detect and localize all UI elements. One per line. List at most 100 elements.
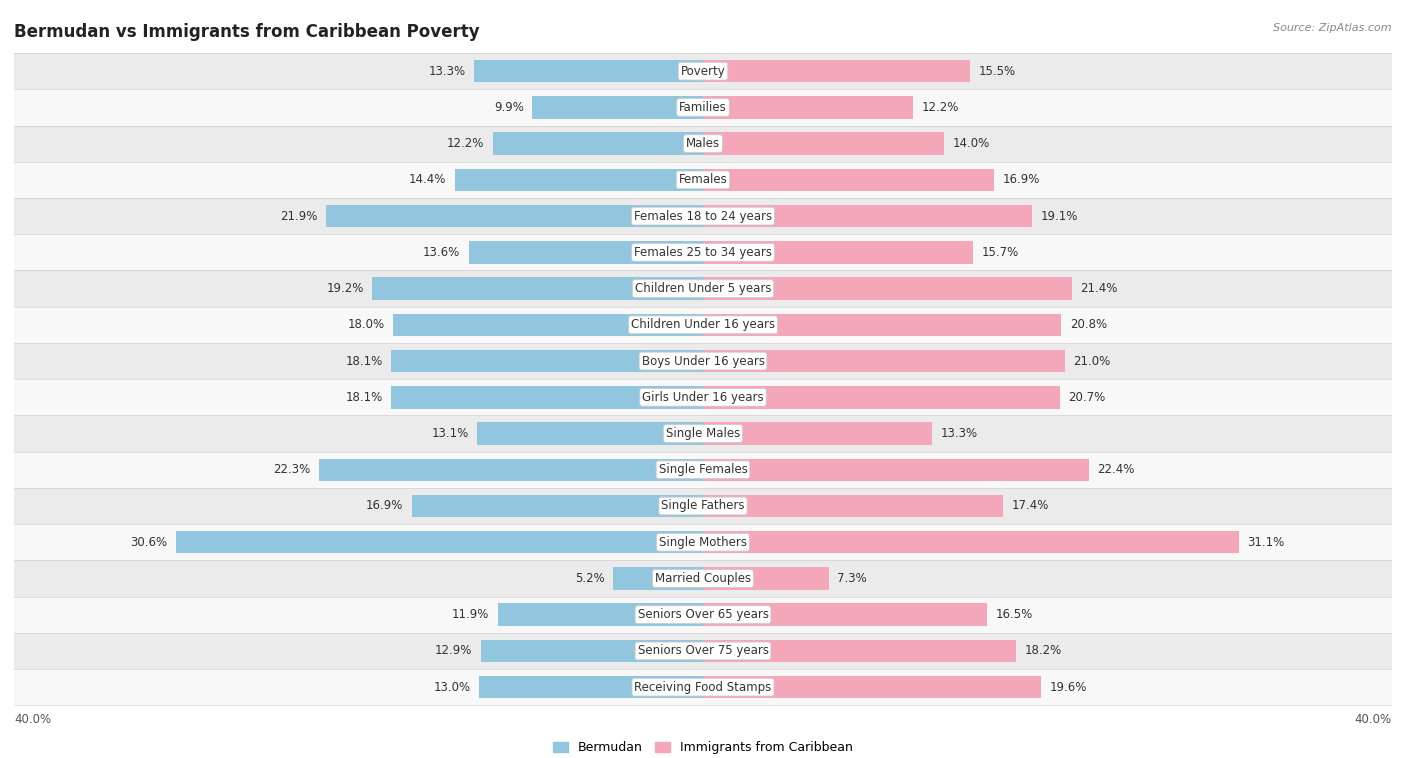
Text: 22.4%: 22.4% bbox=[1098, 463, 1135, 476]
Bar bbox=[533, 96, 703, 119]
Bar bbox=[456, 168, 703, 191]
Text: 9.9%: 9.9% bbox=[494, 101, 524, 114]
Text: Families: Families bbox=[679, 101, 727, 114]
Bar bbox=[14, 307, 1392, 343]
Bar bbox=[391, 386, 703, 409]
Bar bbox=[478, 422, 703, 445]
Text: Males: Males bbox=[686, 137, 720, 150]
Bar bbox=[703, 422, 932, 445]
Text: Children Under 5 years: Children Under 5 years bbox=[634, 282, 772, 295]
Bar bbox=[14, 89, 1392, 126]
Bar bbox=[14, 161, 1392, 198]
Text: 20.7%: 20.7% bbox=[1069, 391, 1105, 404]
Text: Females 25 to 34 years: Females 25 to 34 years bbox=[634, 246, 772, 258]
Bar bbox=[703, 96, 912, 119]
Text: 18.2%: 18.2% bbox=[1025, 644, 1063, 657]
Text: Poverty: Poverty bbox=[681, 64, 725, 77]
Bar bbox=[703, 495, 1002, 517]
Text: Single Females: Single Females bbox=[658, 463, 748, 476]
Text: 13.3%: 13.3% bbox=[429, 64, 465, 77]
Text: Females: Females bbox=[679, 174, 727, 186]
Text: Single Mothers: Single Mothers bbox=[659, 536, 747, 549]
Bar bbox=[14, 271, 1392, 307]
Bar bbox=[14, 234, 1392, 271]
Bar bbox=[391, 350, 703, 372]
Text: Source: ZipAtlas.com: Source: ZipAtlas.com bbox=[1274, 23, 1392, 33]
Bar bbox=[703, 168, 994, 191]
Bar bbox=[703, 133, 945, 155]
Text: 16.9%: 16.9% bbox=[1002, 174, 1040, 186]
Bar bbox=[481, 640, 703, 662]
Bar bbox=[14, 198, 1392, 234]
Text: 15.5%: 15.5% bbox=[979, 64, 1015, 77]
Bar bbox=[703, 60, 970, 83]
Text: 16.9%: 16.9% bbox=[366, 500, 404, 512]
Text: 21.9%: 21.9% bbox=[280, 210, 318, 223]
Legend: Bermudan, Immigrants from Caribbean: Bermudan, Immigrants from Caribbean bbox=[548, 736, 858, 758]
Text: 13.6%: 13.6% bbox=[423, 246, 460, 258]
Text: 20.8%: 20.8% bbox=[1070, 318, 1107, 331]
Text: 13.3%: 13.3% bbox=[941, 427, 977, 440]
Bar bbox=[319, 459, 703, 481]
Bar bbox=[14, 126, 1392, 161]
Text: 17.4%: 17.4% bbox=[1011, 500, 1049, 512]
Bar bbox=[703, 277, 1071, 300]
Text: 40.0%: 40.0% bbox=[14, 713, 51, 726]
Text: Single Males: Single Males bbox=[666, 427, 740, 440]
Bar bbox=[14, 633, 1392, 669]
Bar bbox=[412, 495, 703, 517]
Text: Children Under 16 years: Children Under 16 years bbox=[631, 318, 775, 331]
Text: 5.2%: 5.2% bbox=[575, 572, 605, 585]
Text: Boys Under 16 years: Boys Under 16 years bbox=[641, 355, 765, 368]
Bar bbox=[326, 205, 703, 227]
Text: Receiving Food Stamps: Receiving Food Stamps bbox=[634, 681, 772, 694]
Bar bbox=[498, 603, 703, 626]
Bar bbox=[703, 531, 1239, 553]
Bar bbox=[479, 676, 703, 698]
Text: 13.1%: 13.1% bbox=[432, 427, 468, 440]
Bar bbox=[14, 524, 1392, 560]
Bar bbox=[703, 205, 1032, 227]
Text: 22.3%: 22.3% bbox=[273, 463, 311, 476]
Bar bbox=[703, 314, 1062, 336]
Text: 19.1%: 19.1% bbox=[1040, 210, 1078, 223]
Text: 40.0%: 40.0% bbox=[1355, 713, 1392, 726]
Text: Married Couples: Married Couples bbox=[655, 572, 751, 585]
Bar bbox=[14, 415, 1392, 452]
Text: Bermudan vs Immigrants from Caribbean Poverty: Bermudan vs Immigrants from Caribbean Po… bbox=[14, 23, 479, 41]
Text: 21.4%: 21.4% bbox=[1080, 282, 1118, 295]
Bar bbox=[494, 133, 703, 155]
Bar bbox=[703, 603, 987, 626]
Text: 12.2%: 12.2% bbox=[922, 101, 959, 114]
Bar bbox=[14, 488, 1392, 524]
Text: 19.6%: 19.6% bbox=[1049, 681, 1087, 694]
Bar bbox=[703, 350, 1064, 372]
Bar bbox=[14, 379, 1392, 415]
Text: 14.0%: 14.0% bbox=[953, 137, 990, 150]
Bar bbox=[392, 314, 703, 336]
Text: 16.5%: 16.5% bbox=[995, 608, 1033, 622]
Text: Single Fathers: Single Fathers bbox=[661, 500, 745, 512]
Bar bbox=[613, 567, 703, 590]
Text: 30.6%: 30.6% bbox=[131, 536, 167, 549]
Text: 7.3%: 7.3% bbox=[838, 572, 868, 585]
Bar bbox=[703, 640, 1017, 662]
Text: 13.0%: 13.0% bbox=[433, 681, 471, 694]
Bar bbox=[703, 567, 828, 590]
Bar bbox=[468, 241, 703, 264]
Text: 11.9%: 11.9% bbox=[453, 608, 489, 622]
Text: Females 18 to 24 years: Females 18 to 24 years bbox=[634, 210, 772, 223]
Bar bbox=[14, 343, 1392, 379]
Text: 18.0%: 18.0% bbox=[347, 318, 384, 331]
Text: Girls Under 16 years: Girls Under 16 years bbox=[643, 391, 763, 404]
Bar bbox=[373, 277, 703, 300]
Text: 12.2%: 12.2% bbox=[447, 137, 484, 150]
Bar bbox=[703, 676, 1040, 698]
Text: Seniors Over 75 years: Seniors Over 75 years bbox=[637, 644, 769, 657]
Text: 15.7%: 15.7% bbox=[981, 246, 1019, 258]
Text: 18.1%: 18.1% bbox=[346, 391, 382, 404]
Bar bbox=[14, 560, 1392, 597]
Bar bbox=[703, 241, 973, 264]
Bar bbox=[474, 60, 703, 83]
Text: 19.2%: 19.2% bbox=[326, 282, 364, 295]
